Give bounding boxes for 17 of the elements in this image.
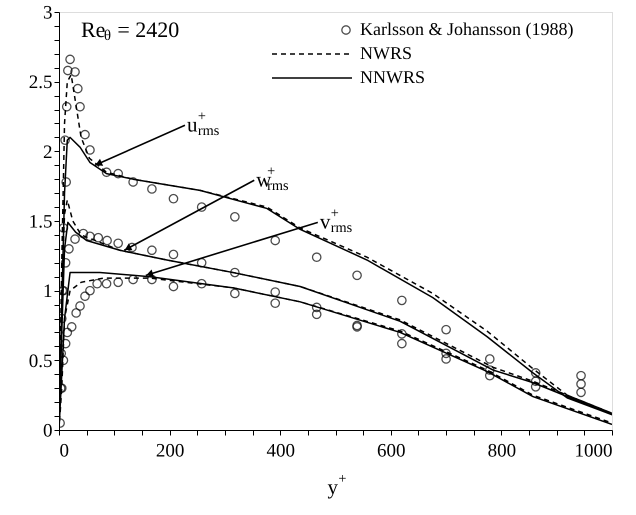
x-tick-label: 600 bbox=[377, 440, 406, 462]
x-tick-label: 200 bbox=[156, 440, 184, 462]
y-tick-label: 3 bbox=[43, 2, 52, 24]
legend-label: NNWRS bbox=[360, 67, 426, 87]
y-tick-label: 2 bbox=[43, 142, 52, 163]
legend-label: NWRS bbox=[360, 43, 412, 63]
x-tick-label: 400 bbox=[266, 440, 295, 462]
x-tick-label: 0 bbox=[60, 440, 69, 462]
y-tick-label: 0 bbox=[43, 420, 52, 442]
y-tick-label: 0.5 bbox=[28, 350, 52, 372]
x-axis-title: y+ bbox=[328, 471, 346, 499]
legend-label: Karlsson & Johansson (1988) bbox=[360, 19, 574, 39]
x-tick-label: 1000 bbox=[574, 440, 612, 462]
y-tick-label: 2.5 bbox=[28, 72, 52, 94]
x-tick-label: 800 bbox=[488, 440, 516, 462]
y-tick-label: 1.5 bbox=[28, 212, 52, 232]
y-tick-label: 1 bbox=[43, 281, 52, 302]
